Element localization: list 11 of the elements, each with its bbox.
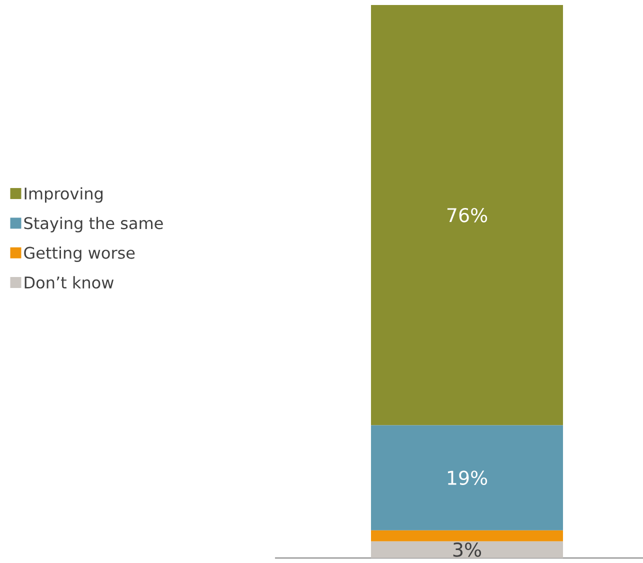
bar [370,530,563,542]
bar [370,4,563,426]
bar [370,541,563,558]
legend-label: Don’t know [24,276,114,289]
legend-label: Improving [24,187,102,203]
legend-label: Getting worse [24,246,135,262]
data-label: 19% [448,470,488,485]
legend-label: Staying the same [24,216,163,232]
data-label: 3% [453,542,482,557]
data-label: 76% [447,208,488,222]
bar [370,425,563,530]
